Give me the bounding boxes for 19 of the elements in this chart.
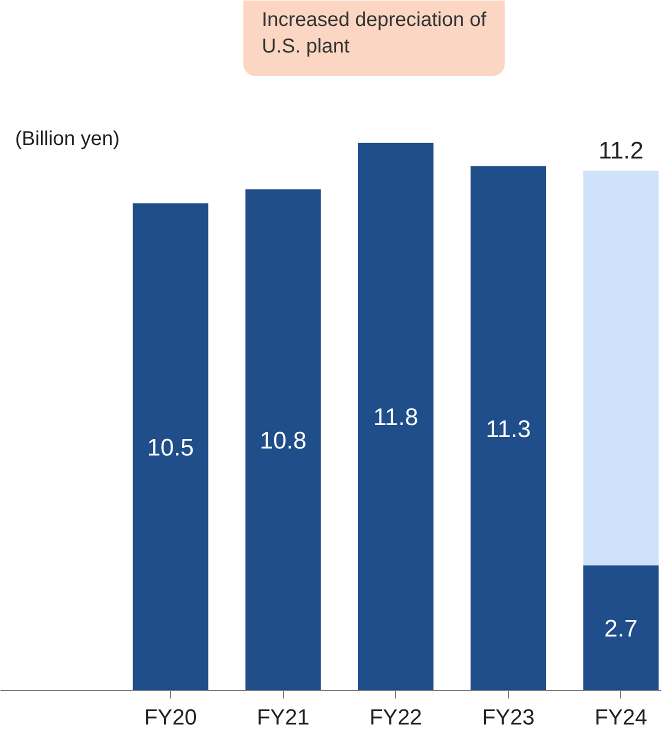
bar: [470, 166, 546, 690]
bar: [132, 203, 208, 690]
bar: [583, 170, 659, 566]
x-tick-label: FY22: [369, 704, 422, 730]
x-tick-label: FY20: [144, 704, 197, 730]
bar: [583, 565, 659, 690]
bar: [245, 189, 321, 690]
total-label: 11.2: [598, 138, 644, 165]
data-label: 11.8: [373, 404, 418, 432]
data-label: 10.5: [147, 434, 194, 462]
x-tick-label: FY24: [594, 704, 648, 730]
y-axis-title: (Billion yen): [15, 128, 120, 150]
data-label: 10.8: [260, 427, 307, 454]
x-tick-label: FY23: [482, 704, 535, 730]
text: Increased depreciation of U.S. plant: [262, 9, 487, 58]
bar: [358, 142, 434, 690]
data-label: 2.7: [604, 615, 638, 642]
data-label: 11.3: [486, 416, 531, 443]
x-tick-label: FY21: [256, 704, 310, 730]
